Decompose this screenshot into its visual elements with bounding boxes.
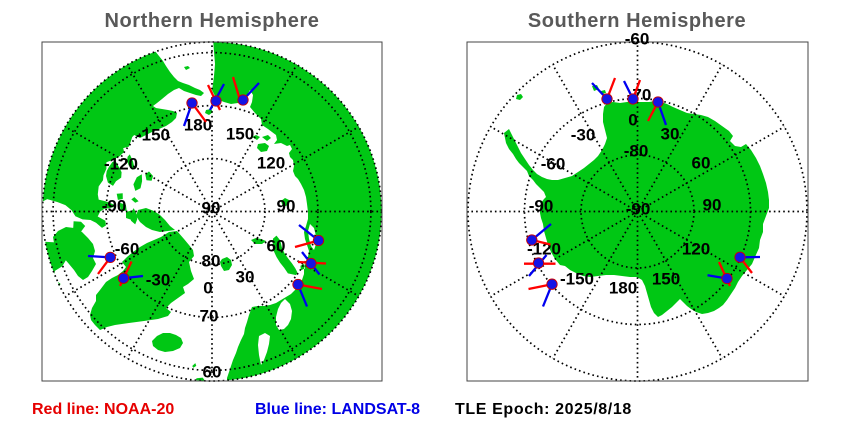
svg-text:120: 120 [257, 154, 285, 173]
svg-text:-60: -60 [625, 30, 650, 49]
svg-text:180: 180 [609, 279, 637, 298]
svg-text:80: 80 [202, 252, 221, 271]
svg-text:90: 90 [277, 197, 296, 216]
svg-text:60: 60 [267, 237, 286, 256]
svg-text:Blue line: LANDSAT-8: Blue line: LANDSAT-8 [255, 401, 420, 418]
svg-text:0: 0 [203, 279, 212, 298]
svg-text:60: 60 [203, 363, 222, 382]
svg-text:-150: -150 [560, 270, 594, 289]
svg-text:180: 180 [184, 116, 212, 135]
svg-text:150: 150 [226, 125, 254, 144]
svg-text:-60: -60 [541, 155, 566, 174]
svg-text:Red line: NOAA-20: Red line: NOAA-20 [32, 401, 174, 418]
svg-text:-30: -30 [571, 126, 596, 145]
svg-text:0: 0 [628, 111, 637, 130]
svg-text:-30: -30 [146, 271, 171, 290]
svg-text:-120: -120 [104, 155, 138, 174]
svg-text:-90: -90 [529, 197, 554, 216]
svg-text:Southern Hemisphere: Southern Hemisphere [528, 10, 746, 32]
svg-text:90: 90 [703, 196, 722, 215]
svg-text:TLE Epoch: 2025/8/18: TLE Epoch: 2025/8/18 [455, 401, 632, 418]
svg-text:60: 60 [692, 154, 711, 173]
svg-text:Northern Hemisphere: Northern Hemisphere [105, 10, 320, 32]
svg-text:90: 90 [202, 199, 221, 218]
svg-text:30: 30 [236, 268, 255, 287]
svg-text:30: 30 [661, 125, 680, 144]
svg-text:70: 70 [200, 307, 219, 326]
svg-text:150: 150 [652, 270, 680, 289]
svg-text:-60: -60 [115, 240, 140, 259]
svg-text:-90: -90 [102, 197, 127, 216]
svg-text:-150: -150 [136, 126, 170, 145]
svg-text:-90: -90 [626, 200, 651, 219]
svg-text:120: 120 [682, 240, 710, 259]
svg-text:-80: -80 [624, 142, 649, 161]
